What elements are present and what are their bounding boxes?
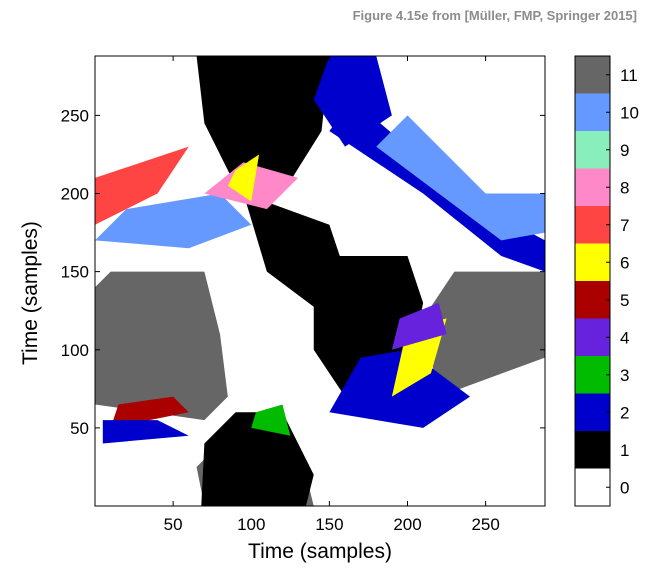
colorbar-label: 8 xyxy=(620,178,629,197)
y-axis-ticks: 50 100 150 200 250 xyxy=(61,106,545,438)
y-tick-label: 50 xyxy=(70,419,89,438)
colorbar-label: 11 xyxy=(620,66,638,85)
colorbar-swatch xyxy=(575,93,610,131)
heatmap-region xyxy=(95,146,189,225)
colorbar-label: 7 xyxy=(620,216,629,235)
heatmap-region xyxy=(201,412,314,506)
x-tick-label: 150 xyxy=(315,515,343,534)
y-tick-label: 200 xyxy=(61,185,89,204)
colorbar-swatch xyxy=(575,356,610,394)
colorbar-swatch xyxy=(575,431,610,469)
colorbar-swatch xyxy=(575,468,610,506)
y-tick-label: 250 xyxy=(61,106,89,125)
heatmap-region xyxy=(313,56,392,147)
x-axis-label: Time (samples) xyxy=(248,540,392,563)
colorbar-swatch xyxy=(575,243,610,281)
x-tick-label: 50 xyxy=(164,515,183,534)
colorbar-swatch xyxy=(575,56,610,94)
colorbar-swatch xyxy=(575,131,610,169)
heatmap-region xyxy=(102,420,189,444)
heatmap-region xyxy=(251,404,291,436)
colorbar-label: 2 xyxy=(620,403,629,422)
colorbar-label: 4 xyxy=(620,328,629,347)
colorbar-swatch xyxy=(575,318,610,356)
heatmap-region xyxy=(391,302,447,350)
colorbar-frame xyxy=(574,55,611,507)
colorbar-swatch xyxy=(575,168,610,206)
y-axis-label: Time (samples) xyxy=(19,221,42,365)
heatmap-region xyxy=(227,154,260,202)
y-tick-label: 150 xyxy=(61,263,89,282)
heatmap-region xyxy=(95,193,252,249)
y-tick-label: 100 xyxy=(61,341,89,360)
colorbar-label: 6 xyxy=(620,253,629,272)
colorbar-label: 9 xyxy=(620,141,629,160)
figure-caption: Figure 4.15e from [Müller, FMP, Springer… xyxy=(352,8,637,23)
colorbar-swatch xyxy=(575,281,610,319)
x-tick-label: 250 xyxy=(471,515,499,534)
colorbar-label: 10 xyxy=(620,103,639,122)
colorbar-labels: 0 1 2 3 4 5 6 7 8 9 10 11 xyxy=(620,66,639,498)
heatmap-regions xyxy=(95,56,545,506)
colorbar-label: 1 xyxy=(620,441,629,460)
x-tick-label: 100 xyxy=(237,515,265,534)
colorbar-label: 0 xyxy=(620,478,629,497)
plot-frame xyxy=(94,55,546,507)
colorbar-swatch xyxy=(575,206,610,244)
heatmap-region xyxy=(423,271,545,397)
x-tick-label: 200 xyxy=(393,515,421,534)
x-axis-ticks: 50 100 150 200 250 xyxy=(164,56,500,534)
heatmap-region xyxy=(196,56,330,194)
colorbar-swatch xyxy=(575,393,610,431)
colorbar-label: 3 xyxy=(620,366,629,385)
colorbar-label: 5 xyxy=(620,291,629,310)
colorbar-swatches xyxy=(575,56,610,506)
heatmap-region xyxy=(376,115,545,241)
heatmap-region xyxy=(95,271,228,421)
